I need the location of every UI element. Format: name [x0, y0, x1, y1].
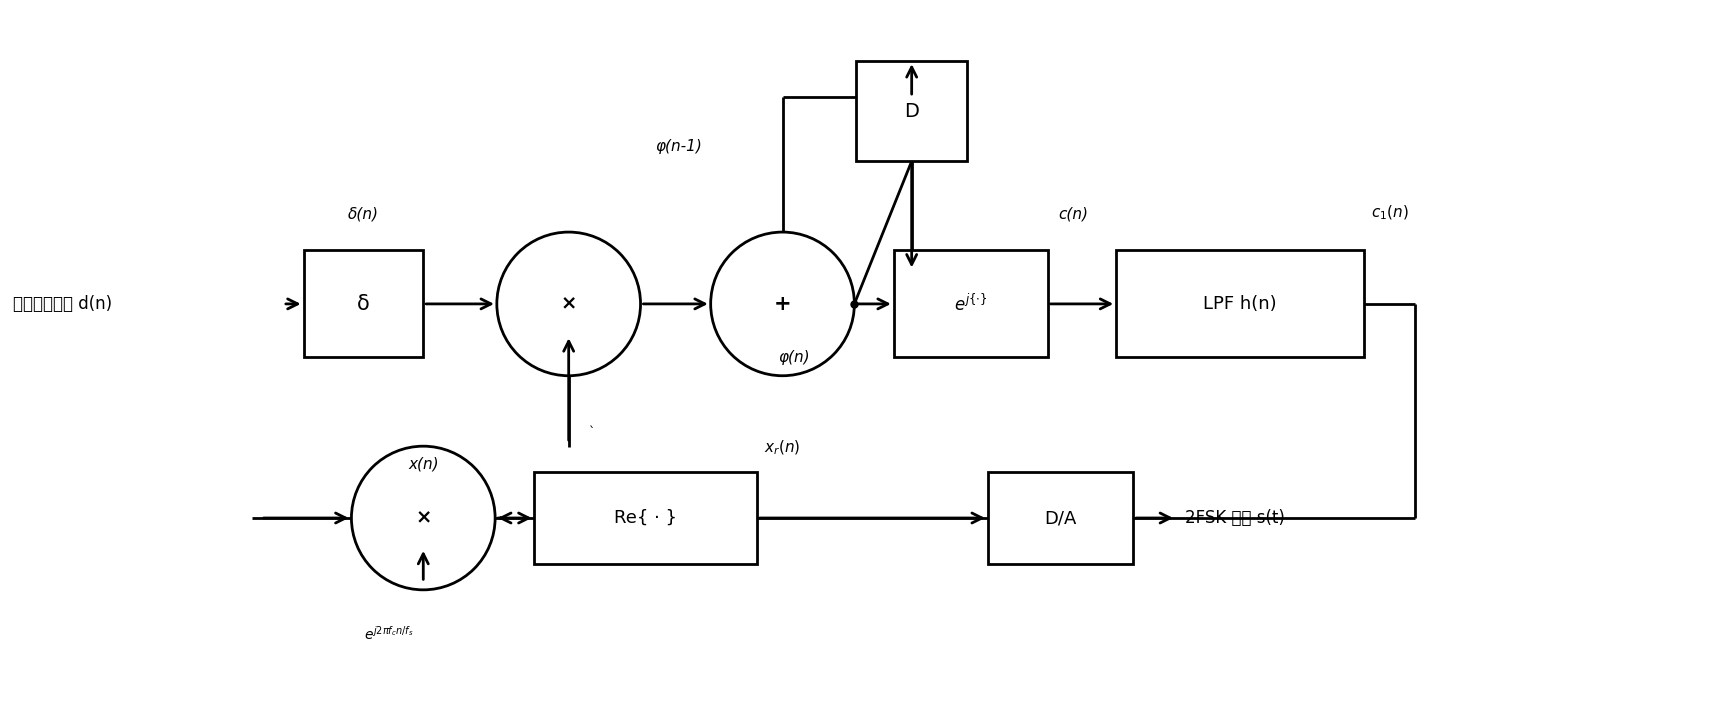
- Text: 2FSK 信号 s(t): 2FSK 信号 s(t): [1184, 509, 1284, 527]
- Text: $c_1(n)$: $c_1(n)$: [1370, 204, 1408, 222]
- Text: δ: δ: [358, 294, 370, 314]
- Text: $e^{j2\pi f_c n/f_s}$: $e^{j2\pi f_c n/f_s}$: [364, 625, 414, 643]
- Text: φ(n): φ(n): [779, 350, 810, 365]
- Text: Re{ · }: Re{ · }: [614, 509, 677, 527]
- Bar: [988, 471, 1133, 565]
- Text: +: +: [774, 294, 791, 314]
- Text: $e^{j\{\cdot\}}$: $e^{j\{\cdot\}}$: [954, 293, 987, 315]
- Text: c(n): c(n): [1059, 206, 1088, 222]
- Bar: [894, 251, 1047, 357]
- Bar: [1116, 251, 1365, 357]
- Text: 输入数据序列 d(n): 输入数据序列 d(n): [12, 295, 112, 313]
- Text: ×: ×: [560, 295, 578, 313]
- Text: $f_\Delta$: $f_\Delta$: [586, 475, 603, 496]
- Text: D/A: D/A: [1045, 509, 1076, 527]
- Bar: [535, 471, 756, 565]
- Bar: [856, 61, 968, 161]
- Ellipse shape: [710, 232, 854, 375]
- Bar: [304, 251, 423, 357]
- Text: D: D: [904, 102, 920, 121]
- Text: LPF h(n): LPF h(n): [1203, 295, 1277, 313]
- Ellipse shape: [497, 232, 641, 375]
- Text: `: `: [590, 426, 595, 439]
- Text: ×: ×: [414, 508, 431, 528]
- Text: φ(n-1): φ(n-1): [655, 139, 701, 155]
- Text: δ(n): δ(n): [347, 206, 378, 222]
- Text: $x_r(n)$: $x_r(n)$: [765, 439, 801, 457]
- Text: x(n): x(n): [407, 456, 438, 471]
- Ellipse shape: [351, 446, 495, 590]
